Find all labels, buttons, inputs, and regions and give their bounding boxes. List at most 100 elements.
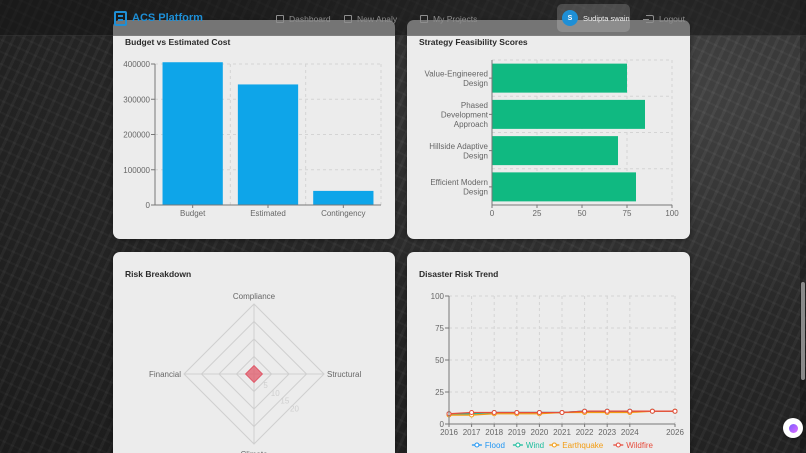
- data-point: [672, 408, 678, 414]
- y-tick-label-line: Approach: [454, 120, 488, 129]
- radar-axis-label: Climate: [240, 450, 268, 453]
- brand-logo[interactable]: ACS Platform: [114, 9, 203, 27]
- card-title: Risk Breakdown: [125, 269, 192, 279]
- data-point: [582, 408, 588, 414]
- nav-link-label: New Analy: [357, 14, 398, 24]
- bar: [313, 190, 374, 205]
- disaster-chart: 0 25 50 75 100 2016 2017 2018 2019 2020 2021 2022 20…: [431, 292, 685, 450]
- assistant-fab-button[interactable]: [783, 418, 803, 438]
- logout-label: Logout: [659, 14, 685, 24]
- legend-label: Flood: [485, 441, 505, 450]
- bar: [492, 172, 636, 202]
- x-tick-label: 2022: [576, 428, 594, 437]
- bar: [492, 136, 618, 166]
- y-tick-label: 100: [431, 292, 445, 301]
- y-tick-label: 75: [435, 324, 444, 333]
- data-point: [536, 409, 542, 415]
- card-title: Strategy Feasibility Scores: [419, 37, 528, 47]
- x-tick-label: 75: [623, 209, 632, 218]
- bar: [237, 84, 299, 205]
- x-tick-label: 100: [665, 209, 679, 218]
- y-tick-label: 300000: [123, 95, 150, 104]
- x-tick-label: 2026: [666, 428, 684, 437]
- radar-ring-label: 10: [271, 389, 280, 398]
- y-tick-label-line: Design: [463, 151, 488, 160]
- nav-link-label: My Projects: [433, 14, 478, 24]
- radar-data-area: [244, 364, 264, 384]
- x-tick-label: 0: [490, 209, 495, 218]
- disaster-chart-card: Disaster Risk Trend 0 25 50 75 100 2016 2017 20…: [407, 252, 690, 453]
- y-tick-label-line: Design: [463, 79, 488, 88]
- dashboard-icon: [276, 15, 284, 23]
- logout-icon: [643, 15, 654, 23]
- x-tick-label: 2018: [485, 428, 503, 437]
- bar: [492, 63, 627, 93]
- y-tick-label: 50: [435, 356, 444, 365]
- y-tick-label: 25: [435, 388, 444, 397]
- y-tick-label: Efficient Modern Design: [430, 178, 488, 197]
- nav-link-my-projects[interactable]: My Projects: [420, 12, 477, 26]
- y-tick-label: 0: [146, 201, 151, 210]
- assistant-icon: [788, 423, 798, 433]
- data-point: [649, 408, 655, 414]
- y-tick-label: 0: [440, 420, 445, 429]
- top-navbar: ACS Platform Dashboard New Analy My Proj…: [0, 0, 806, 36]
- y-tick-label-line: Design: [463, 188, 488, 197]
- data-point: [604, 408, 610, 414]
- data-point: [491, 409, 497, 415]
- x-tick-label: 25: [533, 209, 542, 218]
- legend-label: Earthquake: [562, 441, 603, 450]
- y-tick-label: 100000: [123, 166, 150, 175]
- legend-marker: [551, 442, 557, 448]
- radar-axis-label: Structural: [327, 370, 361, 379]
- legend-marker: [474, 442, 480, 448]
- y-tick-label-line: Development: [441, 110, 489, 119]
- x-tick-label: Budget: [180, 209, 206, 218]
- logout-button[interactable]: Logout: [643, 12, 685, 26]
- card-title: Budget vs Estimated Cost: [125, 37, 231, 47]
- legend-label: Wind: [526, 441, 544, 450]
- strategy-chart-card: Strategy Feasibility Scores 0 25 50 75 100 Va…: [407, 20, 690, 239]
- budget-chart: 0 100000 200000 300000 400000 Budget Estimated…: [123, 60, 382, 218]
- budget-chart-card: Budget vs Estimated Cost 0 100000 200000 30…: [113, 20, 395, 239]
- nav-link-new-analysis[interactable]: New Analy: [344, 12, 397, 26]
- x-tick-label: 2023: [598, 428, 616, 437]
- page-scrollbar[interactable]: [800, 0, 806, 453]
- card-title: Disaster Risk Trend: [419, 269, 499, 279]
- nav-link-dashboard[interactable]: Dashboard: [276, 12, 331, 26]
- y-tick-label: Value-Engineered Design: [425, 69, 488, 88]
- legend-marker: [515, 442, 521, 448]
- bar: [492, 99, 645, 129]
- user-menu[interactable]: S Sudipta swain: [557, 4, 630, 32]
- x-tick-label: 50: [578, 209, 587, 218]
- folder-icon: [420, 15, 428, 23]
- x-tick-label: 2024: [621, 428, 639, 437]
- building-icon: [114, 10, 127, 26]
- data-point: [559, 409, 565, 415]
- y-tick-label-line: Value-Engineered: [425, 69, 488, 78]
- scrollbar-thumb[interactable]: [801, 282, 805, 380]
- data-point: [627, 408, 633, 414]
- y-tick-label: 200000: [123, 131, 150, 140]
- risk-chart-card: Risk Breakdown Compliance Structural Clima…: [113, 252, 395, 453]
- y-tick-label: Hillside Adaptive Design: [429, 142, 488, 161]
- nav-link-label: Dashboard: [289, 14, 331, 24]
- user-name: Sudipta swain: [583, 13, 630, 23]
- x-tick-label: 2016: [440, 428, 458, 437]
- home-icon: [344, 15, 352, 23]
- x-tick-label: Estimated: [250, 209, 286, 218]
- bar: [162, 62, 223, 205]
- legend-marker: [615, 442, 621, 448]
- x-tick-label: 2020: [531, 428, 549, 437]
- x-tick-label: 2019: [508, 428, 526, 437]
- radar-ring-label: 5: [263, 381, 268, 390]
- x-tick-label: 2017: [463, 428, 481, 437]
- data-point: [469, 409, 475, 415]
- radar-ring-label: 20: [290, 405, 299, 414]
- x-tick-label: 2021: [553, 428, 571, 437]
- data-point: [514, 409, 520, 415]
- brand-name: ACS Platform: [132, 12, 203, 24]
- radar-axis-label: Financial: [149, 370, 181, 379]
- risk-chart: Compliance Structural Climate Financial 5101…: [149, 292, 361, 453]
- radar-axis-label: Compliance: [233, 292, 276, 301]
